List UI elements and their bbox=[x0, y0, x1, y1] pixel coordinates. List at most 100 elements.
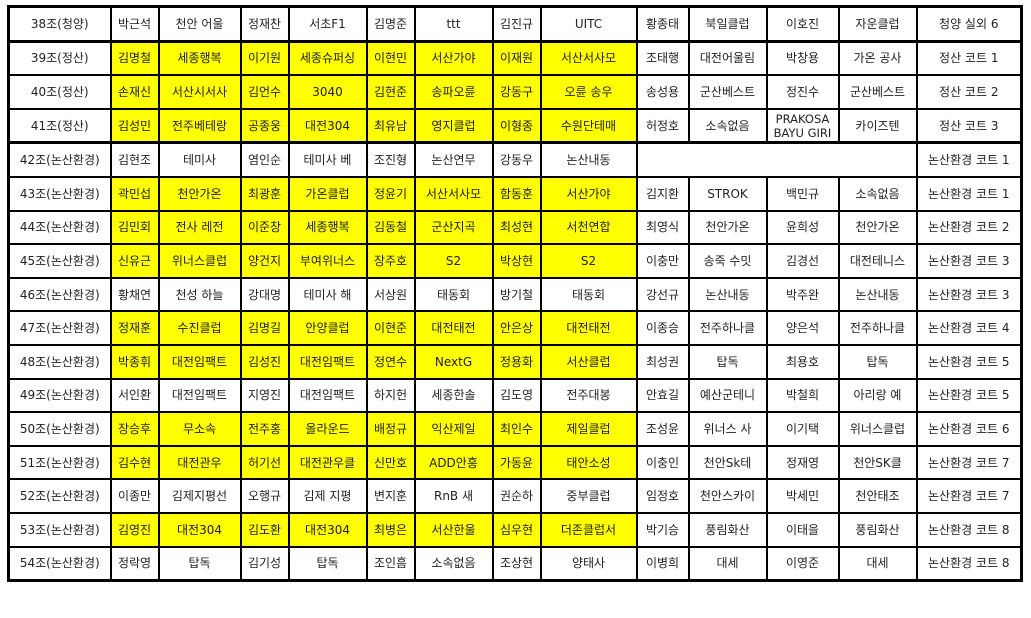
table-row: 46조(논산환경) 황채연 천성 하늘 강대명 테미사 해 서상원 태동회 방기철 태동회 강선규… bbox=[7, 276, 1023, 313]
player-name-cell: 박상현 bbox=[491, 243, 542, 279]
player-name-cell: 최유남 bbox=[365, 107, 416, 145]
club-cell: 군산베스트 bbox=[837, 74, 918, 110]
player-name-cell: 백민규 bbox=[765, 175, 840, 212]
court-cell: 청양 실외 6 bbox=[915, 5, 1023, 43]
club-cell: 탑독 bbox=[687, 343, 768, 380]
club-cell: 소속없음 bbox=[413, 545, 494, 582]
player-name-cell: 임정호 bbox=[635, 478, 690, 514]
player-name-cell: 박창용 bbox=[765, 40, 840, 77]
player-name-cell: 최광훈 bbox=[239, 175, 290, 212]
player-name-cell: 곽민섭 bbox=[109, 175, 160, 212]
table-row: 47조(논산환경) 정재훈 수진클럽 김명길 안양클럽 이현준 대전태전 안은상 대전태전 이종승… bbox=[7, 310, 1023, 346]
group-cell: 44조(논산환경) bbox=[7, 209, 112, 246]
club-cell: 전사 레전 bbox=[157, 209, 242, 246]
table-row: 51조(논산환경) 김수현 대전관우 허기선 대전관우클 신만호 ADD안흥 가동윤 태안소성 이… bbox=[7, 444, 1023, 481]
table-row: 53조(논산환경) 김영진 대전304 김도환 대전304 최병은 서산한울 심우현 더존클럽서… bbox=[7, 511, 1023, 548]
club-cell: 송죽 수밋 bbox=[687, 243, 768, 279]
player-name-cell: 김진규 bbox=[491, 5, 542, 43]
group-cell: 54조(논산환경) bbox=[7, 545, 112, 582]
court-cell: 논산환경 코트 3 bbox=[915, 243, 1023, 279]
player-name-cell: 최성현 bbox=[491, 209, 542, 246]
group-cell: 42조(논산환경) bbox=[7, 141, 112, 178]
club-cell: 천안가온 bbox=[687, 209, 768, 246]
player-name-cell: 안은상 bbox=[491, 310, 542, 346]
table-row: 44조(논산환경) 김민회 전사 레전 이준창 세종행복 김동철 군산지곡 최성현 서천연합 최영… bbox=[7, 209, 1023, 246]
group-cell: 41조(정산) bbox=[7, 107, 112, 145]
player-name-cell: 배정규 bbox=[365, 411, 416, 447]
group-cell: 38조(청양) bbox=[7, 5, 112, 43]
club-cell: 가온클럽 bbox=[287, 175, 368, 212]
player-name-cell: 이영준 bbox=[765, 545, 840, 582]
club-cell: 천안SK클 bbox=[837, 444, 918, 481]
club-cell: 천안가온 bbox=[157, 175, 242, 212]
club-cell: 더존클럽서 bbox=[539, 511, 638, 548]
player-name-cell: 하지헌 bbox=[365, 377, 416, 414]
club-cell: 대전임팩트 bbox=[287, 343, 368, 380]
club-cell: 대전304 bbox=[157, 511, 242, 548]
group-cell: 49조(논산환경) bbox=[7, 377, 112, 414]
club-cell: 서산가야 bbox=[413, 40, 494, 77]
club-cell: 서산서사모 bbox=[413, 175, 494, 212]
club-cell: 세종행복 bbox=[157, 40, 242, 77]
table-row: 40조(정산) 손재신 서산시서사 김언수 3040 김현준 송파오륜 강동구 오륜 송우 송성용… bbox=[7, 74, 1023, 110]
club-cell: RnB 새 bbox=[413, 478, 494, 514]
club-cell: 대전어울림 bbox=[687, 40, 768, 77]
club-cell: 천안 어울 bbox=[157, 5, 242, 43]
player-name-cell: 박주완 bbox=[765, 276, 840, 313]
club-cell: 군산지곡 bbox=[413, 209, 494, 246]
club-cell: 서산클럽 bbox=[539, 343, 638, 380]
club-cell: 탑독 bbox=[287, 545, 368, 582]
club-cell: 태안소성 bbox=[539, 444, 638, 481]
court-cell: 논산환경 코트 1 bbox=[915, 175, 1023, 212]
club-cell: 대전임팩트 bbox=[157, 343, 242, 380]
club-cell: 북일클럽 bbox=[687, 5, 768, 43]
player-name-cell: 강동우 bbox=[491, 141, 542, 178]
club-cell: 논산내동 bbox=[837, 276, 918, 313]
table-row: 52조(논산환경) 이종만 김제지평선 오행규 김제 지평 변지훈 RnB 새 권순하 중부클럽… bbox=[7, 478, 1023, 514]
player-name-cell: 손재신 bbox=[109, 74, 160, 110]
player-name-cell: 박세민 bbox=[765, 478, 840, 514]
player-name-cell: 김현준 bbox=[365, 74, 416, 110]
club-cell: 영지클럽 bbox=[413, 107, 494, 145]
club-cell: 수원단테매 bbox=[539, 107, 638, 145]
club-cell: 오륜 송우 bbox=[539, 74, 638, 110]
court-cell: 논산환경 코트 4 bbox=[915, 310, 1023, 346]
club-cell: 풍림화산 bbox=[837, 511, 918, 548]
player-name-cell: 이충만 bbox=[635, 243, 690, 279]
table-row: 43조(논산환경) 곽민섭 천안가온 최광훈 가온클럽 정윤기 서산서사모 함동훈 서산가야 김지… bbox=[7, 175, 1023, 212]
club-cell: 아리랑 예 bbox=[837, 377, 918, 414]
club-cell: 서천연합 bbox=[539, 209, 638, 246]
player-name-cell: 조상현 bbox=[491, 545, 542, 582]
club-cell: 대전태전 bbox=[413, 310, 494, 346]
player-name-cell: 안효길 bbox=[635, 377, 690, 414]
club-cell: 서초F1 bbox=[287, 5, 368, 43]
club-cell: 대세 bbox=[837, 545, 918, 582]
club-cell: UITC bbox=[539, 5, 638, 43]
group-cell: 40조(정산) bbox=[7, 74, 112, 110]
player-name-cell: 이종승 bbox=[635, 310, 690, 346]
club-cell: 천안태조 bbox=[837, 478, 918, 514]
player-name-cell: 공종웅 bbox=[239, 107, 290, 145]
club-cell: S2 bbox=[413, 243, 494, 279]
player-name-cell: 김명길 bbox=[239, 310, 290, 346]
player-name-cell: 허기선 bbox=[239, 444, 290, 481]
player-name-cell: 김성민 bbox=[109, 107, 160, 145]
club-cell: 논산연무 bbox=[413, 141, 494, 178]
group-cell: 51조(논산환경) bbox=[7, 444, 112, 481]
court-cell: 논산환경 코트 7 bbox=[915, 478, 1023, 514]
club-cell: 대전304 bbox=[287, 107, 368, 145]
club-cell: 양태사 bbox=[539, 545, 638, 582]
player-name-cell: 김지환 bbox=[635, 175, 690, 212]
club-cell: 부여위너스 bbox=[287, 243, 368, 279]
player-name-cell: 강선규 bbox=[635, 276, 690, 313]
player-name-cell: 정연수 bbox=[365, 343, 416, 380]
group-cell: 43조(논산환경) bbox=[7, 175, 112, 212]
player-name-cell: 조진형 bbox=[365, 141, 416, 178]
club-cell: 테미사 bbox=[157, 141, 242, 178]
player-name-cell: 장주호 bbox=[365, 243, 416, 279]
court-cell: 논산환경 코트 5 bbox=[915, 377, 1023, 414]
player-name-cell: 심우현 bbox=[491, 511, 542, 548]
club-cell: 천안가온 bbox=[837, 209, 918, 246]
player-name-cell: 장승후 bbox=[109, 411, 160, 447]
group-cell: 47조(논산환경) bbox=[7, 310, 112, 346]
